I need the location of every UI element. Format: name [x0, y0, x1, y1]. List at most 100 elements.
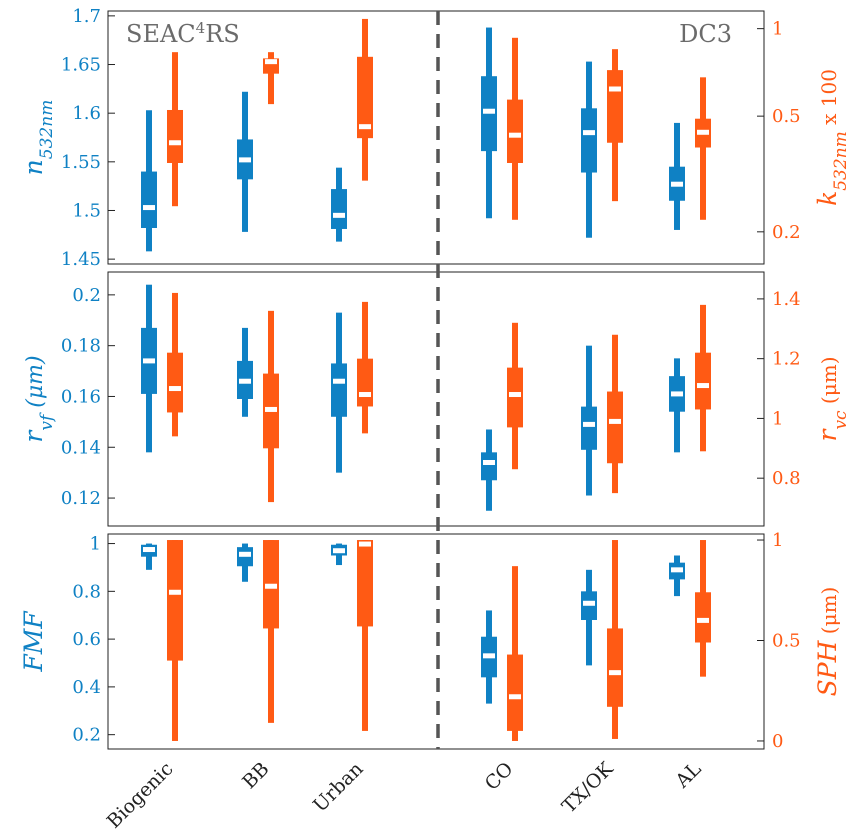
median: [333, 212, 345, 218]
median: [239, 551, 251, 557]
box-right-biogenic: [167, 52, 183, 207]
right-tick-label: 1: [772, 19, 783, 40]
box: [357, 56, 373, 139]
left-tick-label: 0.16: [61, 386, 101, 407]
right-tick-label: 1.4: [772, 289, 801, 310]
right-tick-label: 0: [772, 731, 783, 752]
median: [697, 383, 709, 389]
median: [143, 358, 155, 364]
box: [167, 352, 183, 413]
whisker: [268, 540, 274, 723]
left-axis-label: n532nm: [19, 100, 57, 176]
box-right-co: [507, 37, 523, 220]
category-label: Urban: [309, 758, 368, 817]
median: [333, 378, 345, 384]
right-tick-label: 0.8: [772, 468, 801, 489]
box-left-tx-ok: [581, 345, 597, 496]
box-right-bb: [263, 52, 279, 105]
box-right-tx-ok: [607, 334, 623, 494]
box-right-tx-ok: [607, 540, 623, 739]
median: [671, 391, 683, 397]
box: [507, 654, 523, 731]
median: [359, 392, 371, 398]
median: [583, 130, 595, 136]
box-left-bb: [237, 543, 253, 582]
box-right-biogenic: [167, 292, 183, 437]
median: [169, 140, 181, 146]
box-left-co: [481, 27, 497, 219]
whisker: [268, 52, 274, 105]
box: [507, 367, 523, 428]
left-tick-label: 0.18: [61, 336, 101, 357]
box-left-tx-ok: [581, 61, 597, 238]
box: [507, 99, 523, 163]
box-left-co: [481, 429, 497, 511]
box-left-bb: [237, 91, 253, 232]
median: [265, 583, 277, 589]
median: [333, 548, 345, 554]
left-tick-label: 1.45: [61, 249, 101, 270]
box: [607, 628, 623, 707]
median: [583, 600, 595, 606]
median: [169, 386, 181, 392]
left-tick-label: 1.6: [72, 103, 101, 124]
median: [509, 694, 521, 700]
box: [581, 406, 597, 450]
median: [509, 392, 521, 398]
left-tick-label: 0.12: [61, 488, 101, 509]
box-left-co: [481, 610, 497, 704]
right-tick-label: 0.5: [772, 106, 801, 127]
median: [697, 617, 709, 623]
right-axis-label: rvc (μm): [813, 356, 848, 441]
box: [581, 108, 597, 173]
median: [265, 406, 277, 412]
box-right-urban: [357, 301, 373, 434]
median: [359, 541, 371, 547]
median: [671, 567, 683, 573]
box: [607, 391, 623, 464]
box: [167, 540, 183, 661]
median: [169, 589, 181, 595]
median: [609, 670, 621, 676]
right-tick-label: 1: [772, 408, 783, 429]
whisker: [512, 566, 518, 741]
box-right-bb: [263, 540, 279, 723]
box-right-urban: [357, 18, 373, 181]
median: [483, 653, 495, 659]
whisker: [700, 77, 706, 220]
box: [141, 171, 157, 228]
box: [167, 109, 183, 163]
right-tick-label: 0.5: [772, 630, 801, 651]
median: [583, 421, 595, 427]
plot-frame: [107, 533, 765, 750]
campaign-label-dc3: DC3: [679, 20, 732, 48]
category-label: BB: [238, 758, 273, 793]
box: [695, 352, 711, 410]
plot-frame: [107, 10, 765, 265]
right-tick-label: 1: [772, 530, 783, 551]
box-right-al: [695, 304, 711, 452]
box-right-co: [507, 566, 523, 741]
left-tick-label: 0.8: [72, 581, 101, 602]
left-tick-label: 0.2: [72, 725, 101, 746]
right-axis-label: SPH (μm): [813, 587, 842, 697]
left-tick-label: 1.7: [72, 6, 101, 27]
box-left-tx-ok: [581, 569, 597, 666]
box: [331, 363, 347, 417]
median: [483, 108, 495, 114]
right-tick-label: 0.2: [772, 222, 801, 243]
left-tick-label: 0.14: [61, 437, 101, 458]
left-axis-label: rvf (μm): [19, 355, 57, 442]
box-left-biogenic: [141, 110, 157, 252]
left-tick-label: 1.65: [61, 55, 101, 76]
category-label: Biogenic: [103, 758, 178, 833]
category-label: AL: [671, 758, 706, 793]
box-right-co: [507, 322, 523, 470]
panel-2: 0.12 0.14 0.16 0.18 0.2 0.8 1 1.2 1.4 rvf (μm) rvc…: [19, 271, 848, 527]
box: [481, 452, 497, 481]
left-tick-label: 0.6: [72, 629, 101, 650]
box-right-bb: [263, 310, 279, 503]
median: [609, 418, 621, 424]
panel-1: 1.45 1.5 1.55 1.6 1.65 1.7 0.2 0.5 1 n532nm k532nm…: [19, 6, 848, 270]
